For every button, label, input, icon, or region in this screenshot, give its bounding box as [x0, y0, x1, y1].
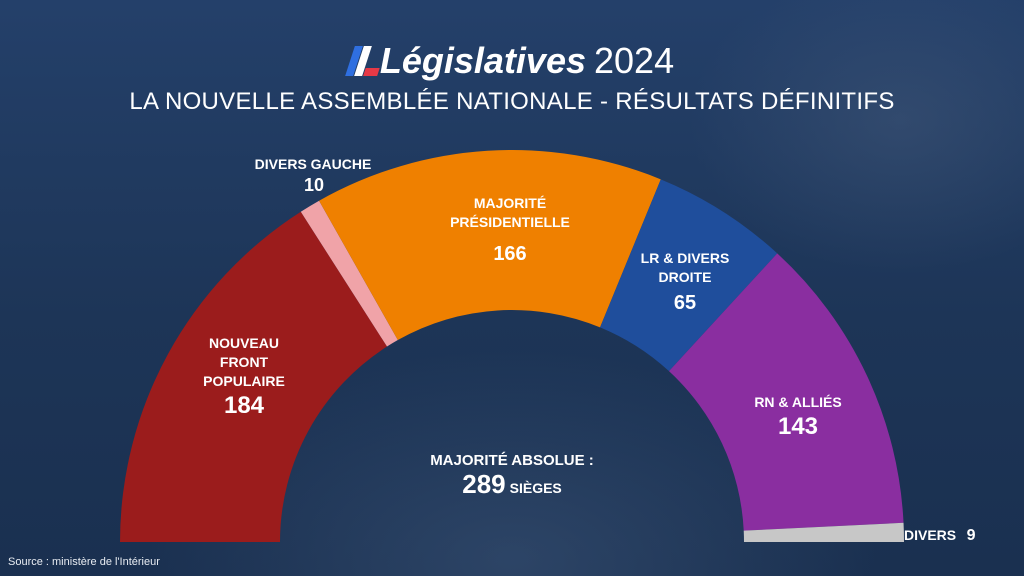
subtitle: LA NOUVELLE ASSEMBLÉE NATIONALE - RÉSULT… — [129, 88, 895, 115]
label-divers-name: DIVERS — [904, 527, 957, 543]
title: Législatives 2024 — [0, 38, 1024, 84]
value-dg: 10 — [304, 175, 325, 195]
majority-label: MAJORITÉ ABSOLUE : — [430, 452, 594, 469]
majority-note: MAJORITÉ ABSOLUE : 289 SIÈGES — [362, 452, 662, 500]
label-rn: RN & ALLIÉS 143 — [738, 393, 858, 442]
label-rn-name: RN & ALLIÉS — [754, 394, 842, 410]
brand-name: Législatives — [379, 40, 586, 81]
majority-unit: SIÈGES — [509, 480, 562, 496]
segment-rn-allies — [668, 253, 904, 531]
segment-nfp — [120, 211, 388, 542]
brand-year: 2024 — [594, 40, 675, 81]
value-nfp: 184 — [223, 392, 265, 419]
label-mp-line2: PRÉSIDENTIELLE — [450, 214, 570, 230]
segment-divers-gauche — [300, 200, 398, 347]
segment-majorite-presidentielle — [319, 149, 661, 341]
value-lr: 65 — [673, 292, 697, 314]
label-dg-name: DIVERS GAUCHE — [254, 156, 372, 172]
label-lr: LR & DIVERS DROITE 65 — [630, 249, 740, 317]
label-lr-line2: DROITE — [658, 269, 712, 285]
label-nfp-line3: POPULAIRE — [203, 373, 285, 389]
brand-logo: Législatives 2024 — [345, 38, 675, 84]
label-lr-line1: LR & DIVERS — [640, 250, 730, 266]
label-nfp: NOUVEAU FRONT POPULAIRE 184 — [184, 334, 304, 421]
source-note: Source : ministère de l'Intérieur — [8, 556, 160, 568]
value-mp: 166 — [493, 243, 527, 265]
segment-divers — [743, 522, 904, 542]
label-nfp-line2: FRONT — [219, 354, 269, 370]
label-divers: DIVERS 9 — [904, 527, 994, 545]
label-divers-gauche: DIVERS GAUCHE 10 — [238, 155, 388, 196]
label-majorite-presidentielle: MAJORITÉ PRÉSIDENTIELLE 166 — [430, 194, 590, 268]
value-divers: 9 — [966, 527, 976, 544]
label-nfp-line1: NOUVEAU — [208, 335, 279, 351]
majority-value: 289 — [462, 469, 506, 499]
value-rn: 143 — [777, 413, 819, 440]
segment-lr-divers-droite — [600, 179, 778, 372]
label-mp-line1: MAJORITÉ — [473, 195, 547, 211]
